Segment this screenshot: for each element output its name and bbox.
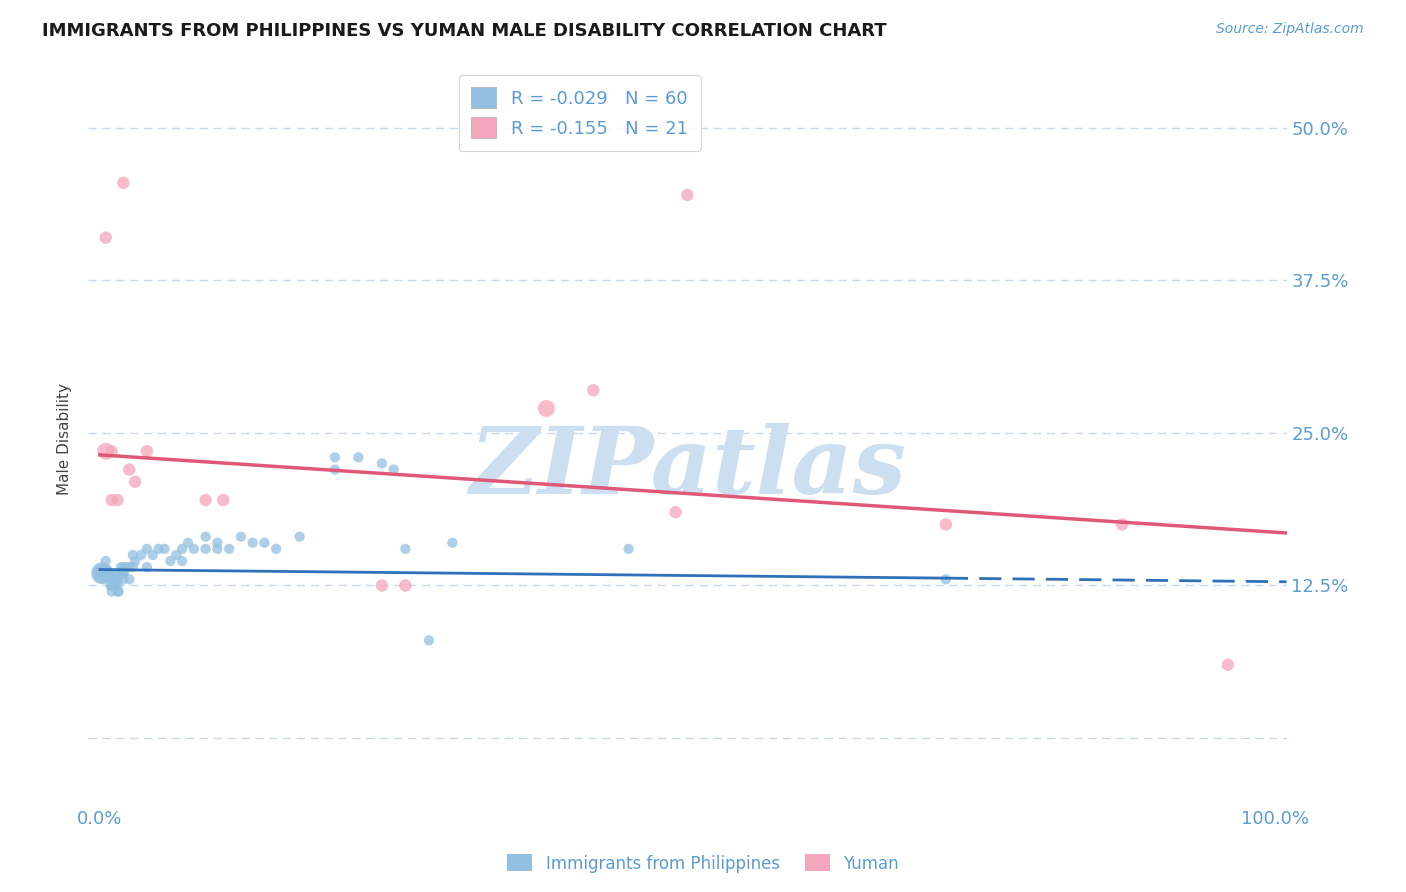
Point <box>207 541 229 556</box>
Y-axis label: Male Disability: Male Disability <box>58 383 72 495</box>
Point <box>165 548 187 562</box>
Point <box>194 541 217 556</box>
Point <box>98 566 121 581</box>
Point <box>112 572 135 586</box>
Point <box>617 541 640 556</box>
Legend: R = -0.029   N = 60, R = -0.155   N = 21: R = -0.029 N = 60, R = -0.155 N = 21 <box>458 75 700 151</box>
Point <box>441 535 464 549</box>
Point <box>212 493 235 508</box>
Point <box>582 383 605 397</box>
Point <box>935 572 957 586</box>
Point <box>103 572 125 586</box>
Point <box>104 578 127 592</box>
Point <box>107 578 129 592</box>
Point <box>110 560 132 574</box>
Point <box>1216 657 1239 672</box>
Point <box>242 535 264 549</box>
Point <box>288 530 311 544</box>
Point <box>124 554 146 568</box>
Point <box>135 541 157 556</box>
Point <box>135 560 157 574</box>
Point <box>172 541 194 556</box>
Point <box>172 554 194 568</box>
Point <box>100 578 122 592</box>
Point <box>1111 517 1133 532</box>
Point <box>394 578 416 592</box>
Point <box>347 450 370 465</box>
Point <box>676 188 699 202</box>
Point <box>112 566 135 581</box>
Point <box>159 554 181 568</box>
Text: IMMIGRANTS FROM PHILIPPINES VS YUMAN MALE DISABILITY CORRELATION CHART: IMMIGRANTS FROM PHILIPPINES VS YUMAN MAL… <box>42 22 887 40</box>
Point <box>100 578 122 592</box>
Text: ZIPatlas: ZIPatlas <box>468 424 905 513</box>
Point <box>94 444 117 458</box>
Point <box>118 572 141 586</box>
Point <box>112 560 135 574</box>
Point <box>177 535 200 549</box>
Point <box>100 572 122 586</box>
Point <box>323 462 346 476</box>
Point <box>194 493 217 508</box>
Point <box>107 584 129 599</box>
Point <box>118 560 141 574</box>
Point <box>371 457 394 471</box>
Point <box>418 633 440 648</box>
Point <box>253 535 276 549</box>
Point <box>153 541 176 556</box>
Point <box>114 560 136 574</box>
Point <box>148 541 170 556</box>
Point <box>100 566 122 581</box>
Point <box>207 535 229 549</box>
Point <box>323 450 346 465</box>
Point <box>107 572 129 586</box>
Point <box>135 444 157 458</box>
Point <box>229 530 252 544</box>
Point <box>100 584 122 599</box>
Point <box>935 517 957 532</box>
Point <box>91 566 114 581</box>
Point <box>94 554 117 568</box>
Point <box>124 475 146 489</box>
Point <box>118 462 141 476</box>
Point <box>110 566 132 581</box>
Point <box>94 566 117 581</box>
Point <box>194 530 217 544</box>
Point <box>142 548 165 562</box>
Point <box>536 401 558 416</box>
Point <box>665 505 688 519</box>
Point <box>264 541 287 556</box>
Point <box>107 566 129 581</box>
Point <box>107 572 129 586</box>
Text: Source: ZipAtlas.com: Source: ZipAtlas.com <box>1216 22 1364 37</box>
Point <box>121 560 143 574</box>
Point <box>112 566 135 581</box>
Point <box>129 548 152 562</box>
Point <box>121 548 143 562</box>
Point <box>107 493 129 508</box>
Point <box>107 584 129 599</box>
Point <box>218 541 240 556</box>
Point <box>100 493 122 508</box>
Point <box>394 541 416 556</box>
Point <box>382 462 405 476</box>
Point <box>183 541 205 556</box>
Point <box>94 230 117 244</box>
Point <box>371 578 394 592</box>
Legend: Immigrants from Philippines, Yuman: Immigrants from Philippines, Yuman <box>501 847 905 880</box>
Point <box>100 444 122 458</box>
Point <box>93 566 115 581</box>
Point <box>112 176 135 190</box>
